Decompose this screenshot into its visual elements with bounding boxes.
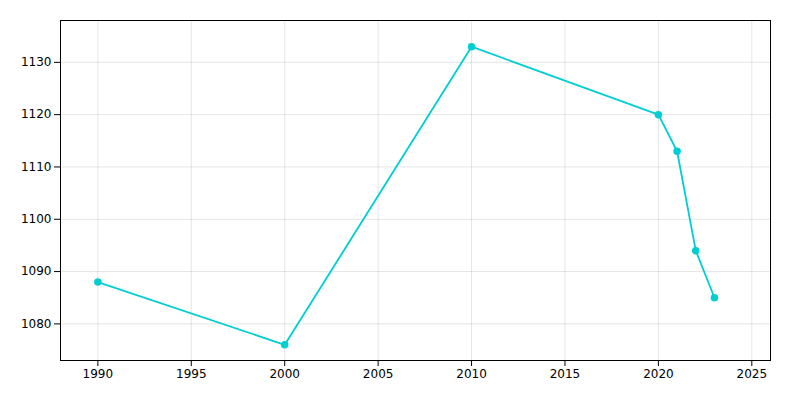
svg-text:1110: 1110 [21,160,52,174]
svg-text:2000: 2000 [269,367,300,381]
svg-text:2020: 2020 [643,367,674,381]
svg-text:1080: 1080 [21,317,52,331]
svg-text:1995: 1995 [176,367,207,381]
svg-text:1990: 1990 [83,367,114,381]
svg-text:2025: 2025 [737,367,768,381]
svg-text:2010: 2010 [456,367,487,381]
svg-text:1090: 1090 [21,264,52,278]
svg-text:2015: 2015 [550,367,581,381]
svg-text:1120: 1120 [21,107,52,121]
svg-text:1100: 1100 [21,212,52,226]
svg-text:2005: 2005 [363,367,394,381]
svg-text:1130: 1130 [21,55,52,69]
